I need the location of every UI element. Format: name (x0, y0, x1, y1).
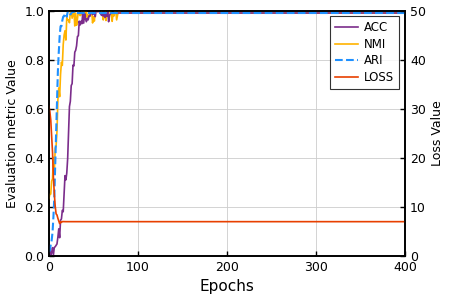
Legend: ACC, NMI, ARI, LOSS: ACC, NMI, ARI, LOSS (330, 16, 399, 88)
NMI (402, 11, 408, 15)
ACC (46, 244, 52, 248)
ACC (89, 9, 94, 12)
ARI (66, 9, 71, 13)
NMI (176, 11, 181, 15)
NMI (46, 197, 52, 200)
LOSS (308, 220, 313, 224)
NMI (226, 11, 231, 15)
ARI (46, 250, 52, 254)
NMI (242, 11, 248, 15)
ARI (242, 11, 248, 15)
X-axis label: Epochs: Epochs (199, 279, 254, 294)
ACC (275, 11, 280, 15)
ACC (309, 11, 314, 15)
ARI (94, 11, 99, 15)
Y-axis label: Evaluation metric Value: Evaluation metric Value (5, 59, 18, 208)
ACC (176, 11, 182, 15)
ACC (94, 9, 100, 12)
Line: ACC: ACC (49, 11, 405, 256)
NMI (308, 11, 313, 15)
NMI (68, 9, 74, 12)
Y-axis label: Loss Value: Loss Value (432, 100, 445, 166)
ARI (274, 11, 279, 15)
ACC (48, 254, 54, 258)
ACC (402, 11, 408, 15)
LOSS (274, 220, 279, 224)
Line: LOSS: LOSS (49, 106, 405, 224)
LOSS (242, 220, 248, 224)
NMI (274, 11, 279, 15)
LOSS (46, 104, 52, 108)
LOSS (402, 220, 408, 224)
ARI (176, 11, 181, 15)
Line: ARI: ARI (49, 11, 405, 252)
NMI (94, 9, 99, 12)
Line: NMI: NMI (49, 11, 405, 199)
LOSS (176, 220, 181, 224)
LOSS (94, 220, 99, 224)
ARI (226, 11, 231, 15)
ARI (308, 11, 313, 15)
ACC (243, 11, 248, 15)
ARI (402, 11, 408, 15)
LOSS (226, 220, 231, 224)
LOSS (57, 222, 63, 225)
ACC (227, 11, 232, 15)
